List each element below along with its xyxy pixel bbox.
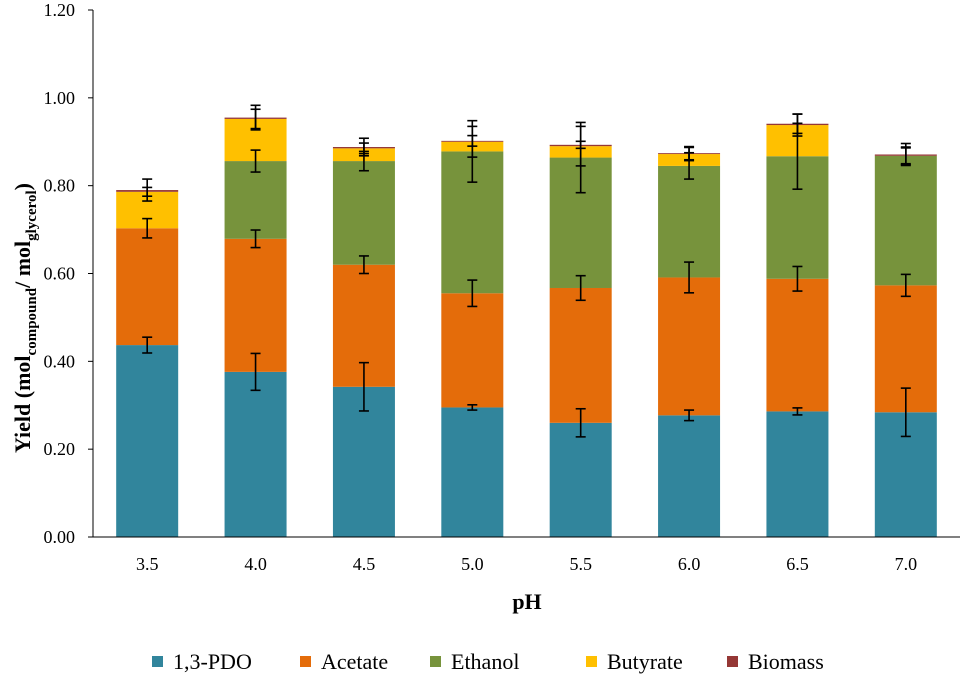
bar-segment-acetate-5-5 xyxy=(549,287,612,423)
bar-segment-1-3-pdo-6-0 xyxy=(658,415,721,537)
error-bar-acetate-5-5 xyxy=(575,274,586,302)
legend-swatch-butyrate xyxy=(586,656,597,667)
error-bar-1-3-pdo-6-0 xyxy=(684,409,695,422)
error-bar-acetate-4-0 xyxy=(250,229,261,249)
x-tick-label-6-0: 6.0 xyxy=(678,554,701,574)
y-axis-title: Yield (molcompound/ molglycerol) xyxy=(10,183,40,453)
error-bar-biomass-6-5 xyxy=(792,113,803,135)
bar-segment-ethanol-6-0 xyxy=(658,165,721,278)
y-tick-label-0-60: 0.60 xyxy=(44,264,76,284)
error-bar-1-3-pdo-6-5 xyxy=(792,407,803,416)
error-bar-biomass-6-0 xyxy=(684,145,695,161)
x-axis-title: pH xyxy=(512,589,541,614)
legend-swatch-acetate xyxy=(300,656,311,667)
error-bar-acetate-6-0 xyxy=(684,261,695,294)
bar-segment-acetate-5-0 xyxy=(441,293,504,408)
bar-segment-ethanol-7-0 xyxy=(874,155,937,286)
legend-label-ethanol: Ethanol xyxy=(451,649,519,674)
y-tick-label-0-80: 0.80 xyxy=(44,176,76,196)
bar-segment-acetate-3-5 xyxy=(116,228,179,346)
y-tick-label-0-20: 0.20 xyxy=(44,439,76,459)
legend-swatch-ethanol xyxy=(430,656,441,667)
x-tick-label-4-0: 4.0 xyxy=(244,554,267,574)
legend-swatch-biomass xyxy=(727,656,738,667)
bar-segment-1-3-pdo-4-5 xyxy=(332,386,395,537)
error-bar-1-3-pdo-3-5 xyxy=(142,336,153,354)
error-bar-1-3-pdo-4-0 xyxy=(250,352,261,392)
bar-segment-1-3-pdo-3-5 xyxy=(116,345,179,537)
y-tick-label-1-20: 1.20 xyxy=(44,0,76,20)
error-bar-biomass-3-5 xyxy=(142,178,153,202)
legend-swatch-1-3-pdo xyxy=(152,656,163,667)
bar-segment-1-3-pdo-5-0 xyxy=(441,407,504,537)
bar-segment-1-3-pdo-6-5 xyxy=(766,411,829,537)
bar-segment-acetate-6-0 xyxy=(658,277,721,416)
x-tick-label-7-0: 7.0 xyxy=(895,554,918,574)
error-bar-biomass-4-0 xyxy=(250,104,261,131)
error-bar-acetate-7-0 xyxy=(900,273,911,298)
error-bar-acetate-3-5 xyxy=(142,217,153,239)
legend-label-butyrate: Butyrate xyxy=(607,649,683,674)
x-tick-labels: 3.5 4.0 4.5 5.0 5.5 6.0 6.5 7.0 xyxy=(136,554,917,574)
y-tick-label-0-40: 0.40 xyxy=(44,351,76,371)
error-bars-group xyxy=(142,104,911,438)
error-bar-acetate-5-0 xyxy=(467,279,478,308)
y-tick-label-1-00: 1.00 xyxy=(44,88,76,108)
error-bar-ethanol-4-0 xyxy=(250,149,261,173)
legend-label-1-3-pdo: 1,3-PDO xyxy=(173,649,252,674)
x-tick-label-5-5: 5.5 xyxy=(569,554,592,574)
error-bar-acetate-6-5 xyxy=(792,265,803,292)
axes-group xyxy=(88,9,960,538)
error-bar-1-3-pdo-5-0 xyxy=(467,404,478,411)
error-bar-biomass-5-5 xyxy=(575,140,586,150)
error-bar-acetate-4-5 xyxy=(358,255,369,275)
error-bar-1-3-pdo-5-5 xyxy=(575,407,586,438)
x-tick-label-6-5: 6.5 xyxy=(786,554,809,574)
error-bar-biomass-5-0 xyxy=(467,134,478,147)
bar-segment-acetate-4-0 xyxy=(224,238,287,372)
bar-segment-1-3-pdo-4-0 xyxy=(224,371,287,537)
error-bar-biomass-4-5 xyxy=(358,137,369,157)
error-bar-1-3-pdo-7-0 xyxy=(900,387,911,438)
legend: 1,3-PDO Acetate Ethanol Butyrate Biomass xyxy=(152,649,824,674)
bar-segment-ethanol-4-0 xyxy=(224,161,287,239)
legend-label-acetate: Acetate xyxy=(321,649,388,674)
y-tick-label-0-00: 0.00 xyxy=(44,527,76,547)
bar-segment-acetate-6-5 xyxy=(766,278,829,412)
bars-group xyxy=(116,117,937,537)
error-bar-biomass-7-0 xyxy=(900,142,911,167)
bar-segment-1-3-pdo-5-5 xyxy=(549,422,612,537)
x-tick-label-3-5: 3.5 xyxy=(136,554,159,574)
x-tick-label-5-0: 5.0 xyxy=(461,554,484,574)
legend-label-biomass: Biomass xyxy=(748,649,824,674)
x-tick-label-4-5: 4.5 xyxy=(353,554,376,574)
bar-segment-ethanol-4-5 xyxy=(332,161,395,265)
y-tick-labels: 0.00 0.20 0.40 0.60 0.80 1.00 1.20 xyxy=(44,0,76,547)
error-bar-1-3-pdo-4-5 xyxy=(358,361,369,412)
